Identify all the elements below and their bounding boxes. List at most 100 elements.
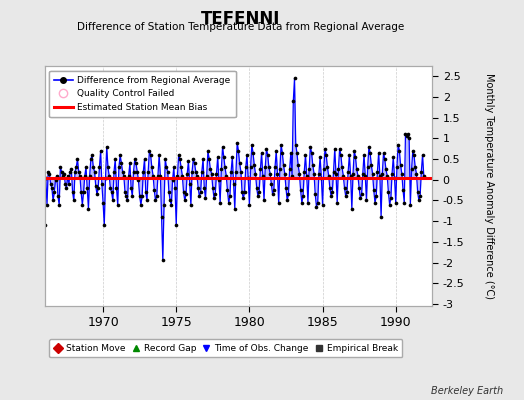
Point xyxy=(414,197,423,204)
Point xyxy=(354,172,362,179)
Point xyxy=(199,156,208,162)
Point xyxy=(345,152,354,158)
Legend: Difference from Regional Average, Quality Control Failed, Estimated Station Mean: Difference from Regional Average, Qualit… xyxy=(49,70,236,117)
Point xyxy=(107,189,116,196)
Point xyxy=(194,185,202,191)
Point xyxy=(198,168,206,175)
Point xyxy=(233,139,242,146)
Point xyxy=(275,199,283,206)
Point xyxy=(252,170,260,177)
Point xyxy=(52,172,61,179)
Point xyxy=(273,170,281,177)
Point xyxy=(48,185,56,191)
Point xyxy=(211,191,220,198)
Point xyxy=(208,170,216,177)
Point xyxy=(93,191,101,198)
Point xyxy=(264,152,272,158)
Point xyxy=(387,195,395,202)
Point xyxy=(238,189,246,196)
Point xyxy=(246,164,255,170)
Point xyxy=(242,164,250,170)
Point xyxy=(220,154,228,160)
Legend: Station Move, Record Gap, Time of Obs. Change, Empirical Break: Station Move, Record Gap, Time of Obs. C… xyxy=(49,340,402,358)
Point xyxy=(189,156,198,162)
Point xyxy=(250,162,258,168)
Point xyxy=(326,185,334,191)
Point xyxy=(213,154,222,160)
Point xyxy=(179,189,188,196)
Point xyxy=(71,168,79,175)
Point xyxy=(69,189,77,196)
Point xyxy=(232,168,240,175)
Point xyxy=(330,168,338,175)
Point xyxy=(44,168,52,175)
Point xyxy=(263,146,271,152)
Point xyxy=(215,176,223,183)
Point xyxy=(355,185,363,191)
Point xyxy=(89,164,97,170)
Point xyxy=(219,144,227,150)
Point xyxy=(360,152,368,158)
Point xyxy=(156,172,165,179)
Point xyxy=(79,189,88,196)
Point xyxy=(339,172,347,179)
Point xyxy=(126,160,134,166)
Point xyxy=(62,185,71,191)
Point xyxy=(167,202,176,208)
Point xyxy=(377,214,385,220)
Point xyxy=(282,185,290,191)
Point xyxy=(85,172,94,179)
Text: Berkeley Earth: Berkeley Earth xyxy=(431,386,503,396)
Point xyxy=(138,193,146,200)
Point xyxy=(119,172,128,179)
Point xyxy=(187,202,195,208)
Point xyxy=(168,176,177,183)
Point xyxy=(380,156,389,162)
Point xyxy=(386,202,394,208)
Point xyxy=(288,172,296,179)
Point xyxy=(313,199,322,206)
Point xyxy=(308,150,316,156)
Point xyxy=(260,197,268,204)
Point xyxy=(176,156,184,162)
Point xyxy=(420,172,428,179)
Point xyxy=(410,152,418,158)
Point xyxy=(259,172,267,179)
Point xyxy=(369,187,378,193)
Point xyxy=(276,166,284,173)
Point xyxy=(310,170,318,177)
Point xyxy=(321,146,329,152)
Point xyxy=(375,150,383,156)
Point xyxy=(373,168,381,175)
Point xyxy=(235,160,244,166)
Point xyxy=(267,181,276,187)
Point xyxy=(400,199,408,206)
Point xyxy=(228,154,236,160)
Point xyxy=(279,162,288,168)
Point xyxy=(328,189,336,196)
Point xyxy=(103,144,111,150)
Point xyxy=(222,172,231,179)
Point xyxy=(84,206,93,212)
Point xyxy=(383,172,391,179)
Point xyxy=(299,193,307,200)
Point xyxy=(271,164,279,170)
Point xyxy=(92,183,100,189)
Point xyxy=(43,202,51,208)
Point xyxy=(245,202,254,208)
Point xyxy=(51,176,60,183)
Point xyxy=(417,168,425,175)
Point xyxy=(277,142,285,148)
Point xyxy=(283,197,291,204)
Point xyxy=(122,193,130,200)
Point xyxy=(344,168,352,175)
Point xyxy=(357,191,366,198)
Point xyxy=(190,160,199,166)
Point xyxy=(136,193,144,200)
Point xyxy=(143,197,151,204)
Point xyxy=(110,168,118,175)
Point xyxy=(347,206,356,212)
Point xyxy=(346,172,355,179)
Point xyxy=(137,202,145,208)
Point xyxy=(61,181,70,187)
